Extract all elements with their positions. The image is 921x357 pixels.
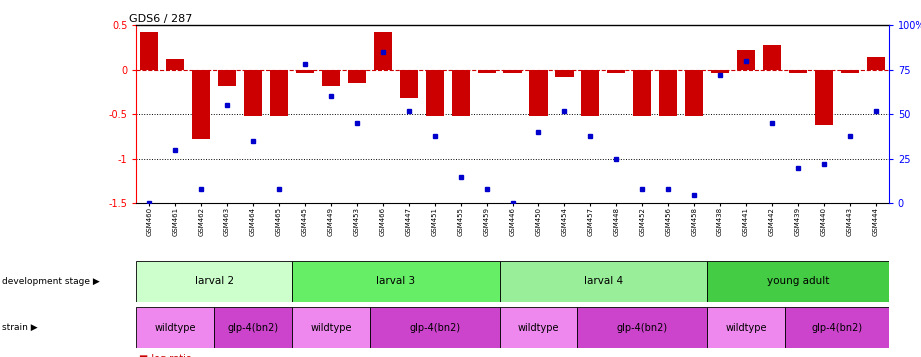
Bar — [244, 70, 262, 116]
Bar — [348, 70, 366, 83]
Text: larval 2: larval 2 — [194, 276, 234, 286]
Bar — [499, 307, 577, 348]
Text: glp-4(bn2): glp-4(bn2) — [811, 322, 862, 333]
Bar — [374, 32, 391, 70]
Bar — [215, 307, 292, 348]
Bar — [296, 70, 314, 73]
Bar — [530, 70, 548, 116]
Bar — [192, 70, 210, 139]
Bar — [477, 70, 495, 73]
Bar — [841, 70, 859, 73]
Text: glp-4(bn2): glp-4(bn2) — [617, 322, 668, 333]
Bar — [426, 70, 444, 116]
Bar — [815, 70, 833, 125]
Bar — [218, 70, 236, 86]
Bar — [166, 59, 184, 70]
Bar — [763, 45, 781, 70]
Text: glp-4(bn2): glp-4(bn2) — [409, 322, 460, 333]
Bar — [370, 307, 499, 348]
Bar — [136, 307, 215, 348]
Bar — [400, 70, 418, 98]
Bar — [785, 307, 889, 348]
Bar — [292, 307, 370, 348]
Text: development stage ▶: development stage ▶ — [2, 277, 99, 286]
Bar — [451, 70, 470, 116]
Text: young adult: young adult — [767, 276, 829, 286]
Text: ■ log ratio: ■ log ratio — [139, 354, 192, 357]
Bar — [292, 261, 499, 302]
Text: wildtype: wildtype — [310, 322, 352, 333]
Bar — [659, 70, 677, 116]
Bar — [581, 70, 600, 116]
Bar — [789, 70, 807, 73]
Bar — [270, 70, 288, 116]
Text: wildtype: wildtype — [155, 322, 196, 333]
Text: larval 3: larval 3 — [376, 276, 415, 286]
Text: larval 4: larval 4 — [584, 276, 623, 286]
Bar — [685, 70, 704, 116]
Bar — [321, 70, 340, 86]
Bar — [607, 70, 625, 73]
Bar — [504, 70, 521, 73]
Bar — [499, 261, 707, 302]
Bar — [136, 261, 292, 302]
Bar — [707, 307, 785, 348]
Bar — [707, 261, 889, 302]
Text: glp-4(bn2): glp-4(bn2) — [227, 322, 279, 333]
Bar — [140, 32, 158, 70]
Bar — [867, 57, 885, 70]
Bar — [634, 70, 651, 116]
Text: wildtype: wildtype — [726, 322, 767, 333]
Bar — [555, 70, 574, 77]
Bar — [711, 70, 729, 73]
Bar — [577, 307, 707, 348]
Bar — [737, 50, 755, 70]
Text: strain ▶: strain ▶ — [2, 323, 38, 332]
Text: GDS6 / 287: GDS6 / 287 — [129, 14, 192, 24]
Text: wildtype: wildtype — [518, 322, 559, 333]
